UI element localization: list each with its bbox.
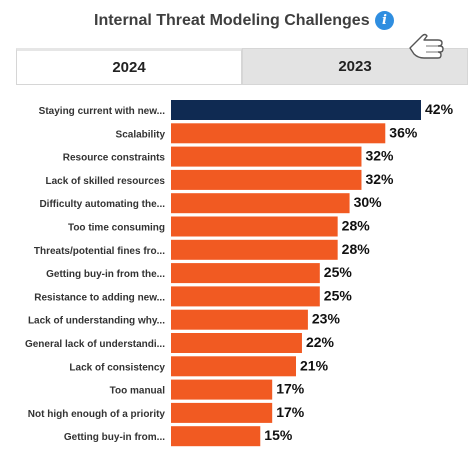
value-label-13: 17% (276, 404, 305, 420)
value-label-6: 28% (342, 241, 371, 257)
value-label-2: 32% (365, 148, 394, 164)
bar-12[interactable] (171, 379, 273, 400)
category-label-5: Too time consuming (68, 223, 165, 234)
value-label-1: 36% (389, 124, 418, 140)
category-label-1: Scalability (116, 129, 166, 140)
category-label-4: Difficulty automating the... (39, 199, 165, 210)
bar-11[interactable] (171, 356, 296, 377)
bar-6[interactable] (171, 239, 338, 260)
category-label-11: Lack of consistency (69, 362, 165, 373)
chart-header: Internal Threat Modeling Challenges i (0, 8, 474, 36)
bar-7[interactable] (171, 263, 320, 284)
value-label-4: 30% (354, 194, 383, 210)
category-label-7: Getting buy-in from the... (46, 269, 165, 280)
bar-2[interactable] (171, 146, 362, 167)
category-label-13: Not high enough of a priority (28, 409, 166, 420)
bar-5[interactable] (171, 216, 338, 237)
value-label-11: 21% (300, 357, 329, 373)
value-label-0: 42% (425, 101, 454, 117)
category-label-14: Getting buy-in from... (64, 432, 165, 443)
info-icon[interactable]: i (375, 11, 394, 30)
bar-chart: Staying current with new... 42% Scalabilit… (25, 100, 454, 447)
category-label-3: Lack of skilled resources (45, 176, 165, 187)
value-label-5: 28% (342, 218, 371, 234)
chart-title: Internal Threat Modeling Challenges (94, 12, 370, 29)
value-label-10: 22% (306, 334, 335, 350)
tab-2024[interactable]: 2024 (16, 48, 242, 84)
bar-9[interactable] (171, 309, 308, 330)
bar-10[interactable] (171, 333, 302, 353)
bar-14[interactable] (171, 426, 261, 447)
category-label-0: Staying current with new... (39, 106, 166, 117)
hand-pointer-icon (409, 33, 444, 59)
category-label-10: General lack of understandi... (25, 339, 165, 350)
bar-13[interactable] (171, 402, 273, 423)
value-label-9: 23% (312, 311, 341, 327)
value-label-8: 25% (324, 287, 353, 303)
category-label-9: Lack of understanding why... (28, 316, 165, 327)
category-label-2: Resource constraints (63, 153, 166, 164)
value-label-14: 15% (264, 427, 293, 443)
bar-1[interactable] (171, 123, 386, 144)
value-label-12: 17% (276, 381, 305, 397)
category-label-12: Too manual (110, 386, 166, 397)
value-label-7: 25% (324, 264, 353, 280)
value-label-3: 32% (365, 171, 394, 187)
category-label-8: Resistance to adding new... (34, 292, 165, 303)
category-label-6: Threats/potential fines fro... (34, 246, 165, 257)
bar-8[interactable] (171, 286, 320, 307)
bar-4[interactable] (171, 193, 350, 214)
bar-3[interactable] (171, 169, 362, 190)
bar-0[interactable] (171, 100, 421, 120)
year-tabs: 2024 2023 (16, 48, 468, 85)
